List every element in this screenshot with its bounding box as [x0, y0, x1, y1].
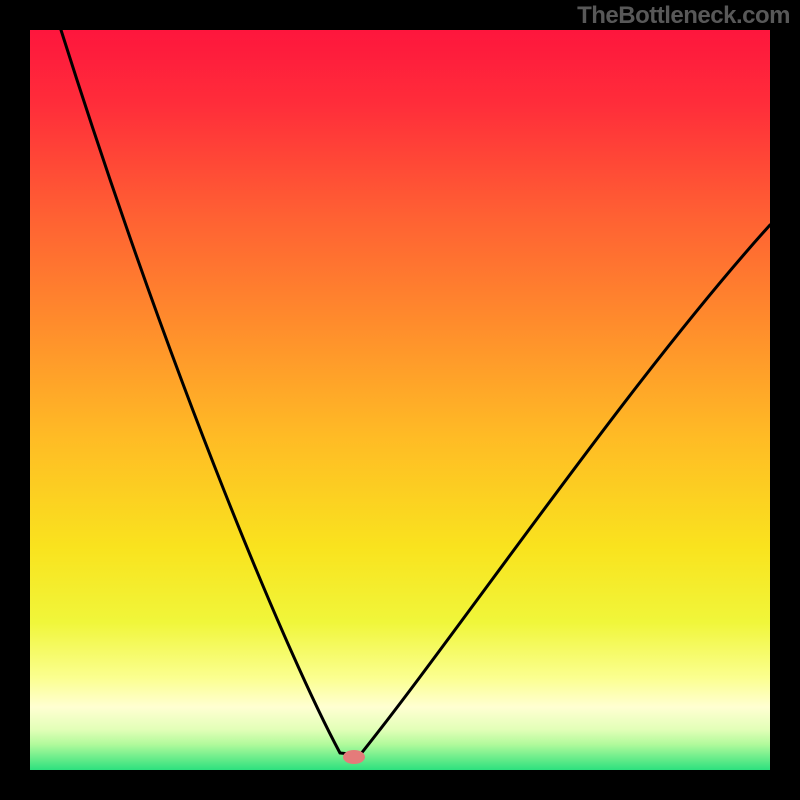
optimal-point-marker: [343, 750, 365, 764]
bottleneck-chart-svg: [30, 30, 770, 770]
plot-area: [30, 30, 770, 770]
chart-frame: TheBottleneck.com: [0, 0, 800, 800]
watermark-text: TheBottleneck.com: [577, 2, 790, 30]
gradient-background: [30, 30, 770, 770]
